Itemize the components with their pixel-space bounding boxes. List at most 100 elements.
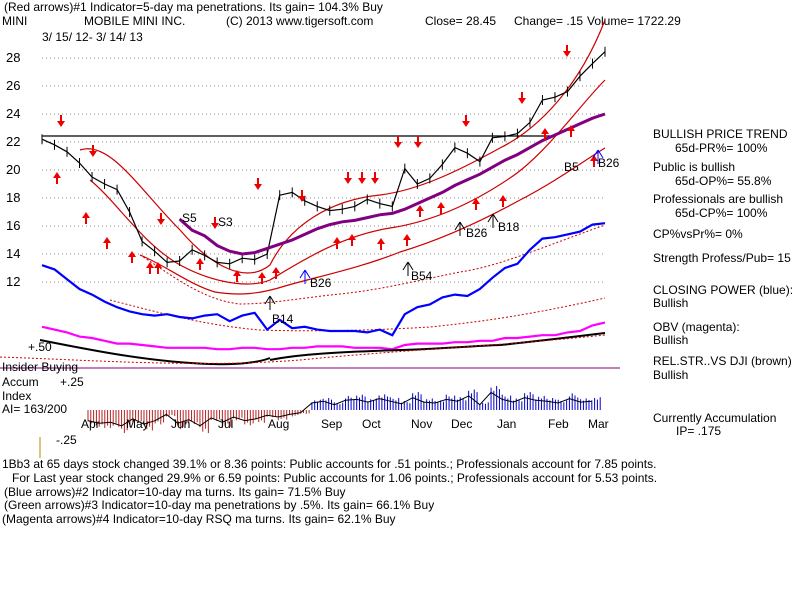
buy-arrow: [196, 258, 204, 270]
buy-arrow: [567, 125, 575, 137]
signal-arrows: [53, 45, 604, 310]
y-tick-label: 26: [6, 78, 20, 93]
buy-arrow: [146, 262, 154, 274]
sell-arrow: [89, 145, 97, 157]
series-obv: [41, 321, 606, 351]
buy-arrow: [154, 262, 162, 274]
company-name: MOBILE MINI INC.: [84, 14, 186, 28]
annotation-b26-3: B26: [598, 156, 620, 170]
y-tick-label: 18: [6, 190, 20, 205]
black-arrow: [402, 261, 414, 276]
buy-arrow: [103, 237, 111, 249]
cpvspr-value: CP%vsPr%= 0%: [653, 227, 743, 241]
index-label: Index: [2, 389, 32, 403]
month-label-jul: Jul: [218, 417, 233, 431]
closing-power-value: Bullish: [653, 296, 689, 310]
y-axis-ticks: 12 14 16 18 20 22 24 26 28: [6, 50, 20, 289]
sell-arrow: [518, 92, 526, 104]
y-tick-label: 14: [6, 246, 20, 261]
y-tick-label: 28: [6, 50, 20, 65]
obv-label: OBV (magenta):: [653, 320, 740, 334]
sell-arrow: [57, 115, 65, 127]
stats-last-year: For Last year stock changed 29.9% or 6.5…: [12, 471, 658, 485]
buy-arrow: [233, 270, 241, 282]
buy-arrow: [499, 195, 507, 207]
buy-arrow: [416, 205, 424, 217]
blue-arrow: [592, 149, 604, 164]
month-label-oct: Oct: [362, 417, 381, 431]
sell-arrow: [344, 172, 352, 184]
ai-value: AI= 163/200: [2, 402, 68, 416]
annotation-b26-2: B26: [466, 226, 488, 240]
accumulation-bars: [87, 386, 601, 434]
month-label-dec: Dec: [451, 417, 472, 431]
middle-band: [89, 79, 606, 285]
buy-arrow: [128, 251, 136, 263]
obv-value: Bullish: [653, 333, 689, 347]
month-label-jun: Jun: [171, 417, 190, 431]
buy-arrow: [472, 198, 480, 210]
relstr-dotted: [0, 334, 606, 364]
closing-power-label: CLOSING POWER (blue):: [653, 283, 794, 297]
buy-arrow: [437, 202, 445, 214]
change-value: Change= .15: [514, 14, 584, 28]
buy-arrow: [403, 234, 411, 246]
buy-arrow: [590, 155, 598, 167]
month-label-sep: Sep: [321, 417, 343, 431]
month-label-mar: Mar: [588, 417, 609, 431]
ip-value: IP= .175: [676, 424, 722, 438]
month-label-apr: Apr: [81, 417, 100, 431]
month-label-feb: Feb: [548, 417, 569, 431]
op-value: 65d-OP%= 55.8%: [675, 174, 772, 188]
sell-arrow: [298, 190, 306, 202]
sell-arrow: [211, 217, 219, 229]
buy-arrow: [541, 128, 549, 140]
month-label-nov: Nov: [411, 417, 432, 431]
pr-value: 65d-PR%= 100%: [675, 141, 768, 155]
obv-dotted-band: [109, 297, 606, 332]
relstr-value: Bullish: [653, 368, 689, 382]
series-price: [41, 51, 606, 265]
symbol: MINI: [2, 14, 28, 28]
sell-arrow: [371, 172, 379, 184]
cp-dotted-band: [139, 224, 606, 305]
series-ma: [178, 112, 606, 256]
buy-arrow: [272, 267, 280, 279]
y-tick-label: 22: [6, 134, 20, 149]
accum-status: Currently Accumulation: [653, 411, 777, 425]
annotation-b14: B14: [272, 312, 294, 326]
stats-65-days: 1Bb3 at 65 days stock changed 39.1% or 8…: [2, 457, 657, 471]
sell-arrow: [358, 172, 366, 184]
prof-title: Professionals are bullish: [653, 192, 784, 206]
month-label-jan: Jan: [497, 417, 516, 431]
annotation-b18: B18: [498, 220, 520, 234]
lower-band: [139, 147, 606, 295]
buy-arrow: [53, 172, 61, 184]
upper-band: [79, 19, 606, 274]
insider-label: Insider Buying: [2, 360, 79, 374]
black-arrow: [264, 295, 276, 310]
ai-ma-line: [87, 391, 592, 427]
indicator-4: (Magenta arrows)#4 Indicator=10-day RSQ …: [2, 512, 396, 526]
strength-value: Strength Profess/Pub= 15: [653, 251, 791, 265]
indicator-2: (Blue arrows)#2 Indicator=10-day ma turn…: [4, 485, 346, 499]
annotation-s3: S3: [218, 215, 233, 229]
buy-arrow: [348, 234, 356, 246]
cp-value: 65d-CP%= 100%: [675, 206, 768, 220]
volume-value: Volume= 1722.29: [587, 14, 681, 28]
month-label-may: May: [126, 417, 149, 431]
black-arrow: [454, 221, 466, 236]
sell-arrow: [414, 136, 422, 148]
buy-arrow: [333, 237, 341, 249]
annotation-s5: S5: [182, 211, 197, 225]
close-value: Close= 28.45: [425, 14, 497, 28]
ai-minus25-label: -.25: [56, 433, 77, 447]
relstr-label: REL.STR..VS DJI (brown): [653, 354, 792, 368]
indicator-3: (Green arrows)#3 Indicator=10-day ma pen…: [4, 498, 435, 512]
y-tick-label: 16: [6, 218, 20, 233]
indicator-1-header: (Red arrows)#1 Indicator=5-day ma penetr…: [4, 0, 383, 14]
annotation-b54: B54: [411, 269, 433, 283]
trend-title: BULLISH PRICE TREND: [653, 127, 788, 141]
sell-arrow: [254, 178, 262, 190]
month-label-aug: Aug: [268, 417, 289, 431]
